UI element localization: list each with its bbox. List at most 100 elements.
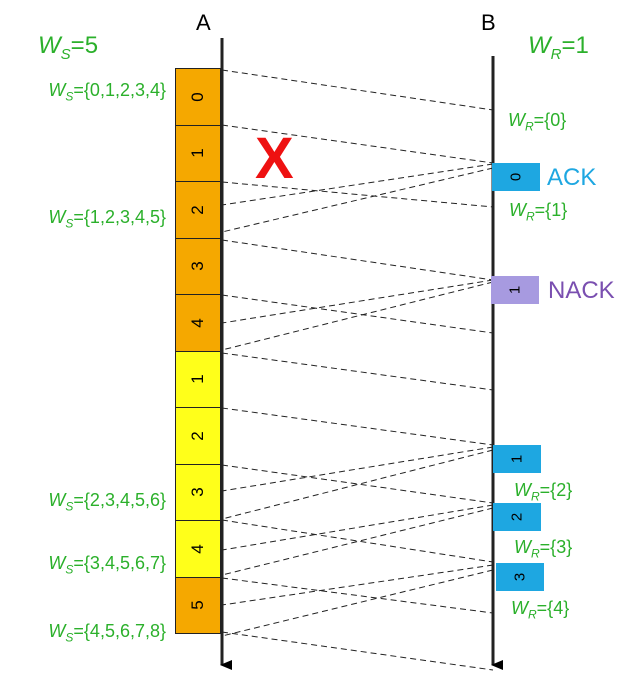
- transmission-line: [221, 507, 494, 576]
- receiver-window-size: WR=1: [528, 32, 589, 63]
- transmission-line: [221, 352, 494, 391]
- sender-frame: 3: [175, 237, 221, 295]
- sender-host-label: A: [196, 10, 211, 35]
- window-subscript: S: [65, 499, 74, 514]
- window-value: =5: [70, 32, 99, 59]
- sender-frame: 3: [175, 463, 221, 521]
- frame-seq-number: 1: [188, 148, 207, 158]
- window-subscript: R: [531, 489, 540, 504]
- receiver-window-label: WR={3}: [514, 537, 572, 561]
- transmission-line: [221, 519, 494, 563]
- frame-seq-number: 3: [188, 261, 207, 271]
- frame-seq-number: 4: [188, 318, 207, 328]
- sender-window-label: WS={2,3,4,5,6}: [48, 490, 166, 514]
- window-contents: ={2,3,4,5,6}: [73, 490, 166, 510]
- transmission-line: [221, 564, 494, 606]
- frame-seq-number: 2: [188, 205, 207, 215]
- receiver-window-label: WR={4}: [511, 598, 569, 622]
- window-subscript: S: [65, 89, 74, 104]
- sender-frame: 4: [175, 294, 221, 352]
- window-symbol: W: [48, 553, 66, 573]
- receiver-window-label: WR={2}: [514, 480, 572, 504]
- transmission-line: [221, 449, 494, 520]
- frame-seq-number: 3: [188, 487, 207, 497]
- window-contents: ={0}: [533, 110, 567, 130]
- receiver-window-label: WR={1}: [509, 200, 567, 224]
- window-subscript: S: [65, 562, 74, 577]
- window-symbol: W: [48, 207, 66, 227]
- sender-frame: 2: [175, 181, 221, 239]
- transmission-line: [221, 69, 494, 111]
- frame-seq-number: 5: [188, 600, 207, 610]
- reply-ack-box: 0: [492, 163, 540, 191]
- transmission-line: [221, 281, 494, 351]
- sender-frame: 2: [175, 407, 221, 465]
- window-symbol: W: [514, 537, 531, 557]
- sender-frame: 5: [175, 576, 221, 634]
- window-symbol: W: [38, 32, 61, 59]
- sender-window-label: WS={4,5,6,7,8}: [48, 621, 166, 645]
- window-symbol: W: [48, 80, 66, 100]
- transmission-line: [221, 504, 494, 551]
- sender-window-label: WS={0,1,2,3,4}: [48, 80, 166, 104]
- frame-seq-number: 2: [188, 431, 207, 441]
- receiver-host-label: B: [481, 10, 496, 35]
- reply-seq-number: 2: [508, 512, 526, 522]
- window-contents: ={4,5,6,7,8}: [73, 621, 166, 641]
- frame-seq-number: 0: [188, 92, 207, 102]
- receiver-window-label: WR={0}: [508, 110, 566, 134]
- reply-ack-box: 3: [496, 563, 544, 591]
- reply-seq-number: 3: [511, 572, 529, 582]
- reply-seq-number: 0: [507, 172, 525, 182]
- window-contents: ={4}: [536, 598, 570, 618]
- transmission-line: [221, 569, 494, 637]
- sender-frame: 1: [175, 124, 221, 182]
- reply-type-label: ACK: [547, 164, 597, 191]
- window-symbol: W: [514, 480, 531, 500]
- window-symbol: W: [509, 200, 526, 220]
- transmission-line: [221, 446, 494, 492]
- window-symbol: W: [48, 490, 66, 510]
- window-contents: ={1,2,3,4,5}: [73, 207, 166, 227]
- frame-seq-number: 1: [188, 374, 207, 384]
- reply-nack-box: 1: [491, 276, 539, 304]
- window-subscript: R: [526, 209, 535, 224]
- window-contents: ={2}: [539, 480, 573, 500]
- sender-window-size: WS=5: [38, 32, 98, 63]
- lost-frame-marker: X: [255, 126, 294, 191]
- window-contents: ={1}: [534, 200, 568, 220]
- sender-frame: 1: [175, 350, 221, 408]
- window-value: =1: [561, 32, 589, 59]
- transmission-line: [221, 294, 494, 334]
- window-subscript: R: [550, 45, 562, 63]
- reply-ack-box: 1: [493, 445, 541, 473]
- transmission-line: [221, 577, 494, 614]
- transmission-line: [221, 631, 494, 671]
- transmission-line: [221, 407, 494, 446]
- transmission-line: [221, 124, 494, 164]
- window-symbol: W: [48, 621, 66, 641]
- window-subscript: S: [60, 45, 71, 63]
- sender-window-label: WS={3,4,5,6,7}: [48, 553, 166, 577]
- reply-seq-number: 1: [508, 454, 526, 464]
- window-subscript: S: [65, 630, 74, 645]
- reply-ack-box: 2: [493, 503, 541, 531]
- transmission-line: [221, 239, 494, 281]
- window-subscript: R: [531, 546, 540, 561]
- transmission-line: [221, 279, 494, 324]
- frame-seq-number: 4: [188, 544, 207, 554]
- window-contents: ={3}: [539, 537, 573, 557]
- window-contents: ={3,4,5,6,7}: [73, 553, 166, 573]
- transmission-line: [221, 464, 494, 504]
- window-symbol: W: [528, 32, 551, 59]
- sender-window-label: WS={1,2,3,4,5}: [48, 207, 166, 231]
- transmission-line: [221, 167, 494, 233]
- window-subscript: R: [525, 119, 534, 134]
- reply-type-label: NACK: [548, 277, 615, 304]
- window-contents: ={0,1,2,3,4}: [73, 80, 166, 100]
- sender-frame: 0: [175, 68, 221, 126]
- sender-frame: 4: [175, 520, 221, 578]
- transmission-line: [221, 181, 494, 208]
